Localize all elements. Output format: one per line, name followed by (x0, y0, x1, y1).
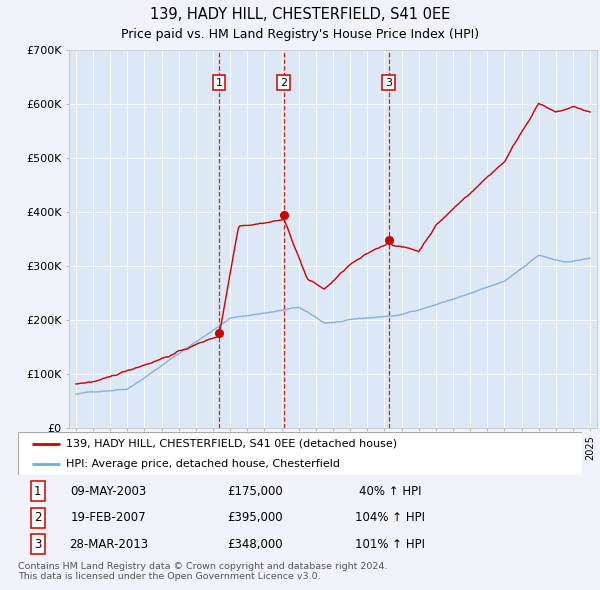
Text: £395,000: £395,000 (227, 511, 283, 525)
Text: 09-MAY-2003: 09-MAY-2003 (70, 484, 146, 498)
Text: 28-MAR-2013: 28-MAR-2013 (68, 537, 148, 551)
Text: 2: 2 (280, 77, 287, 87)
Text: 1: 1 (215, 77, 223, 87)
Text: 40% ↑ HPI: 40% ↑ HPI (359, 484, 421, 498)
Text: 101% ↑ HPI: 101% ↑ HPI (355, 537, 425, 551)
Text: 3: 3 (34, 537, 41, 551)
Text: HPI: Average price, detached house, Chesterfield: HPI: Average price, detached house, Ches… (66, 459, 340, 469)
Text: 2: 2 (34, 511, 41, 525)
FancyBboxPatch shape (18, 432, 582, 475)
Text: 1: 1 (34, 484, 41, 498)
Text: 3: 3 (385, 77, 392, 87)
Text: 139, HADY HILL, CHESTERFIELD, S41 0EE (detached house): 139, HADY HILL, CHESTERFIELD, S41 0EE (d… (66, 439, 397, 449)
Text: Price paid vs. HM Land Registry's House Price Index (HPI): Price paid vs. HM Land Registry's House … (121, 28, 479, 41)
Text: 19-FEB-2007: 19-FEB-2007 (70, 511, 146, 525)
Text: £175,000: £175,000 (227, 484, 283, 498)
Text: 104% ↑ HPI: 104% ↑ HPI (355, 511, 425, 525)
Text: Contains HM Land Registry data © Crown copyright and database right 2024.
This d: Contains HM Land Registry data © Crown c… (18, 562, 388, 581)
Text: £348,000: £348,000 (227, 537, 283, 551)
Text: 139, HADY HILL, CHESTERFIELD, S41 0EE: 139, HADY HILL, CHESTERFIELD, S41 0EE (150, 7, 450, 22)
